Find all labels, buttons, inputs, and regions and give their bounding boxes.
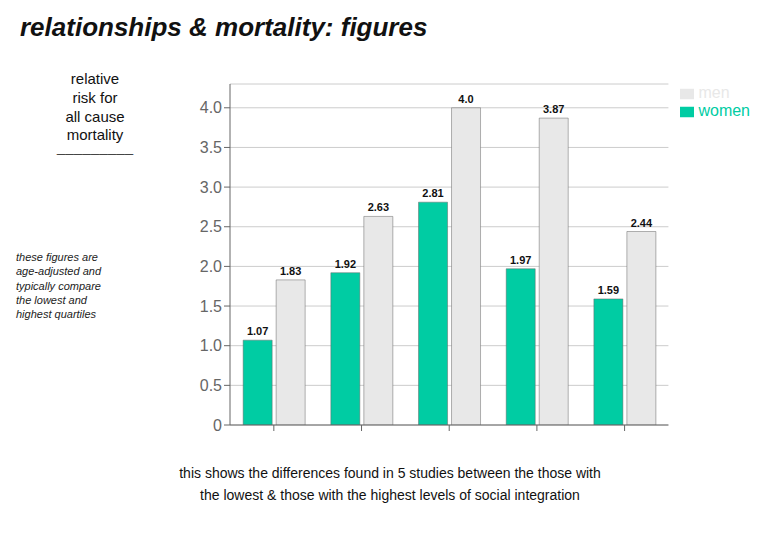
svg-text:4.0: 4.0 — [458, 93, 473, 105]
svg-text:3.87: 3.87 — [543, 103, 564, 115]
svg-text:1.83: 1.83 — [280, 265, 301, 277]
svg-text:0.5: 0.5 — [200, 377, 222, 394]
html-text:men: men — [698, 84, 730, 101]
svg-text:2.5: 2.5 — [200, 218, 222, 235]
svg-text:1.92: 1.92 — [335, 258, 356, 270]
svg-text:4.0: 4.0 — [200, 99, 222, 116]
svg-text:1.0: 1.0 — [200, 337, 222, 354]
svg-text:1.07: 1.07 — [247, 325, 268, 337]
html-text:this shows the differences fou: this shows the differences found in 5 st… — [179, 465, 601, 481]
html-text:relative risk for all cause mo: relative risk for all cause mortality — [65, 70, 125, 144]
html-text:the lowest & those with the hi: the lowest & those with the highest leve… — [200, 487, 580, 504]
svg-text:2.0: 2.0 — [200, 258, 222, 275]
svg-text:0: 0 — [213, 417, 222, 434]
svg-text:2.63: 2.63 — [368, 201, 389, 213]
html-text:women: women — [698, 102, 750, 119]
svg-text:1.59: 1.59 — [598, 284, 619, 296]
svg-text:3.5: 3.5 — [200, 139, 222, 156]
svg-text:2.81: 2.81 — [422, 187, 443, 199]
svg-text:1.5: 1.5 — [200, 298, 222, 315]
svg-text:3.0: 3.0 — [200, 179, 222, 196]
svg-text:2.44: 2.44 — [631, 217, 653, 229]
html-text:relationships & mortality: fig: relationships & mortality: figures — [20, 12, 428, 42]
svg-text:1.97: 1.97 — [510, 254, 531, 266]
html-text:these figures are age-adjusted: these figures are age-adjusted and typic… — [16, 251, 101, 321]
